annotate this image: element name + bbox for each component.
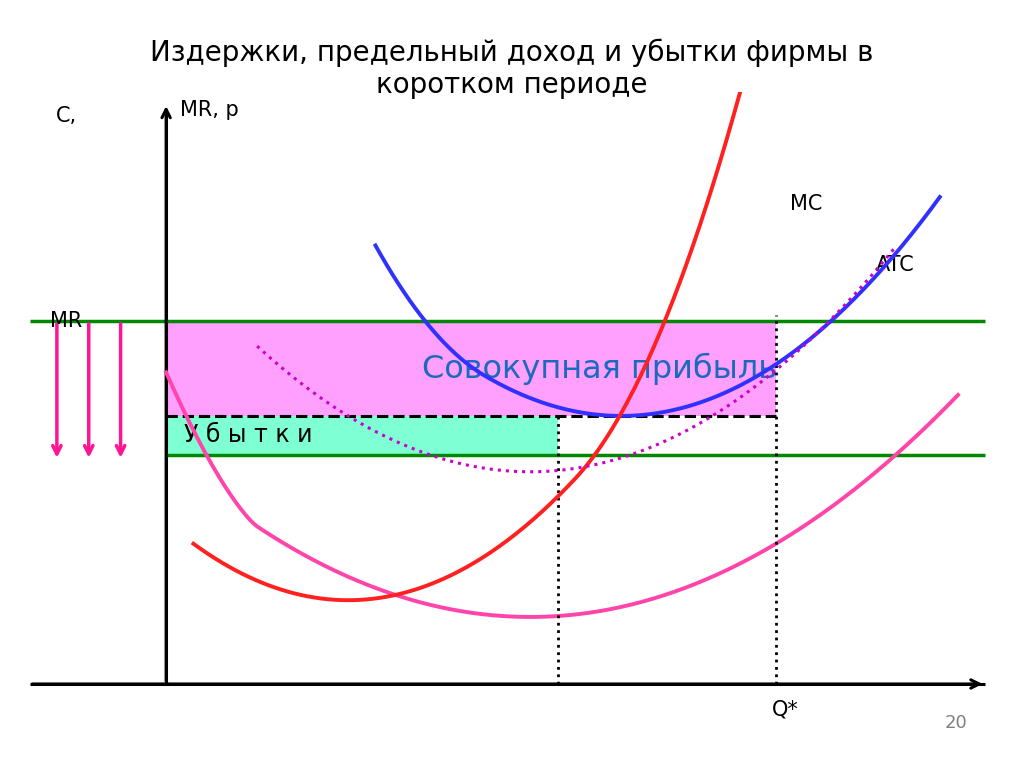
Text: Издержки, предельный доход и убытки фирмы в
коротком периоде: Издержки, предельный доход и убытки фирм… — [151, 38, 873, 99]
Text: MR: MR — [50, 311, 82, 331]
Bar — [166, 416, 557, 455]
Text: Совокупная прибыль: Совокупная прибыль — [422, 352, 777, 384]
Text: С,: С, — [55, 106, 77, 126]
Text: Q*: Q* — [772, 699, 799, 719]
Text: MC: MC — [790, 194, 822, 214]
Bar — [166, 321, 776, 416]
Text: У б ы т к и: У б ы т к и — [184, 423, 312, 447]
Text: MR, p: MR, p — [180, 100, 239, 120]
Text: 20: 20 — [944, 714, 967, 732]
Text: ATC: ATC — [877, 255, 914, 275]
